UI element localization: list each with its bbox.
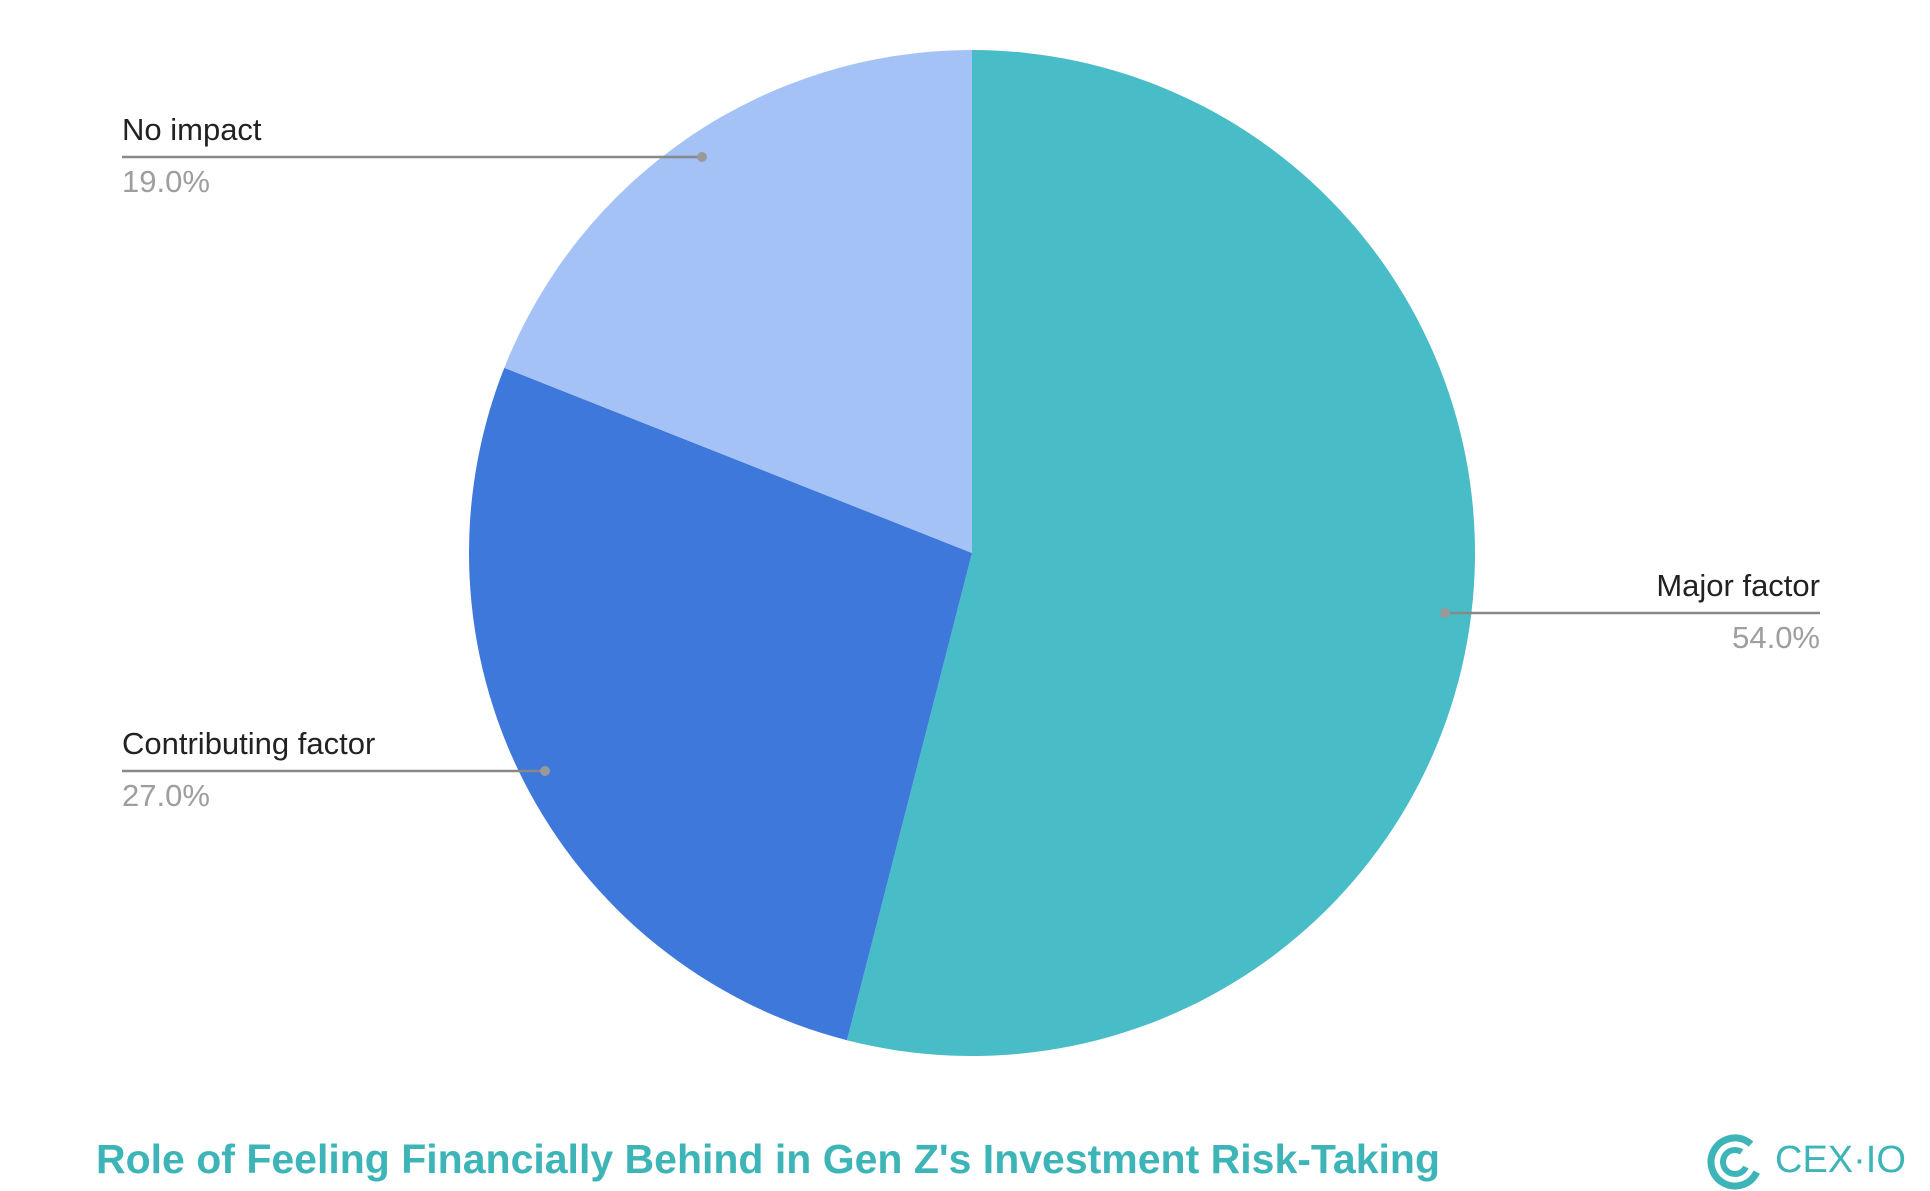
slice-label: Major factor <box>1656 568 1820 603</box>
logo-text: CEX·IO <box>1775 1139 1906 1181</box>
logo-icon <box>1707 1134 1763 1190</box>
logo: CEX·IO <box>1707 1134 1906 1190</box>
slice-value-label: 27.0% <box>122 778 210 813</box>
leader-dot <box>540 766 550 776</box>
slice-value-label: 54.0% <box>1732 620 1820 655</box>
pie-slice <box>504 50 972 553</box>
logo-icon <box>1720 1147 1750 1177</box>
slice-label: Contributing factor <box>122 726 375 761</box>
leader-dot <box>1440 608 1450 618</box>
chart-title: Role of Feeling Financially Behind in Ge… <box>96 1136 1440 1182</box>
pie-slice <box>468 367 972 1041</box>
pie-slice <box>846 50 1475 1057</box>
slice-value-label: 19.0% <box>122 164 210 199</box>
leader-dot <box>697 152 707 162</box>
slice-label: No impact <box>122 112 262 147</box>
